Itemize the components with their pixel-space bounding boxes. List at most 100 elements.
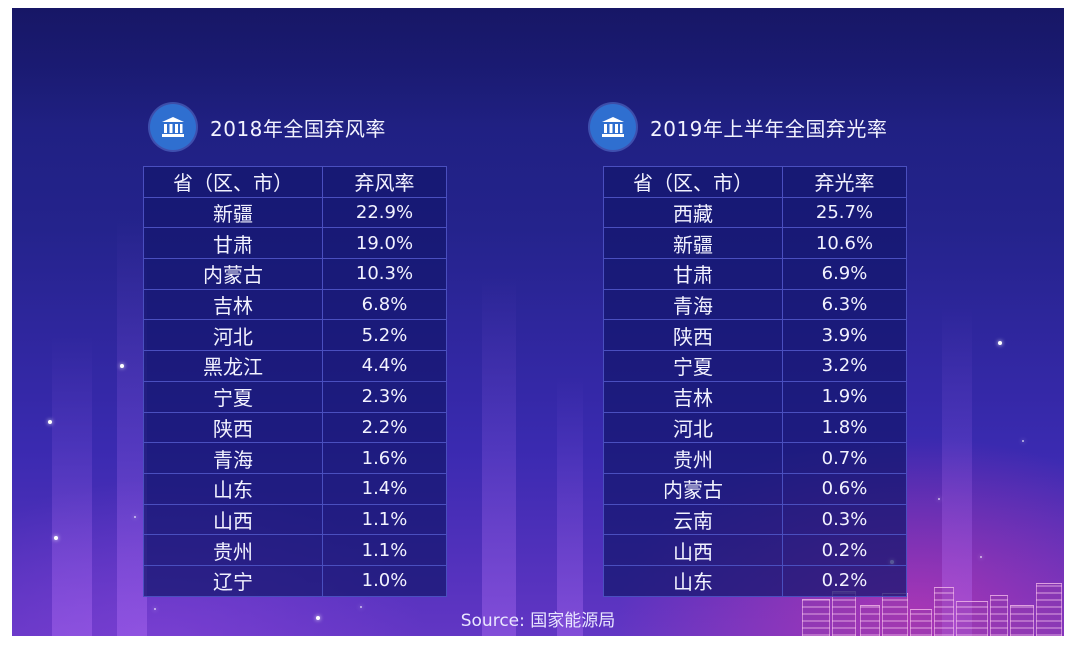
skyline-building: [934, 587, 954, 636]
column-header-rate: 弃风率: [322, 166, 447, 198]
table-row: 贵州 0.7%: [603, 442, 907, 474]
rate-cell: 1.0%: [322, 564, 447, 597]
table-header-row: 省（区、市） 弃光率: [603, 166, 907, 198]
rate-cell: 6.9%: [782, 258, 907, 290]
region-cell: 黑龙江: [143, 350, 323, 382]
star-dot: [48, 420, 52, 424]
column-header-region: 省（区、市）: [143, 166, 323, 198]
source-caption: Source: 国家能源局: [460, 611, 616, 631]
left-panel-title: 2018年全国弃风率: [210, 116, 386, 141]
star-dot: [980, 556, 982, 558]
region-cell: 甘肃: [143, 227, 323, 260]
table-row: 山东 0.2%: [603, 564, 907, 597]
infographic-frame: 2018年全国弃风率 省（区、市） 弃风率 新疆 22.9% 甘肃 19.0% 内蒙古 1…: [12, 8, 1064, 636]
table-row: 甘肃 19.0%: [143, 227, 447, 260]
region-cell: 内蒙古: [603, 472, 783, 505]
region-cell: 山东: [143, 472, 323, 505]
star-dot: [154, 608, 156, 610]
skyline-building: [1010, 605, 1034, 636]
column-header-region: 省（区、市）: [603, 166, 783, 198]
region-cell: 云南: [603, 503, 783, 536]
light-beam: [557, 376, 583, 636]
rate-cell: 0.2%: [782, 534, 907, 566]
rate-cell: 1.4%: [322, 472, 447, 505]
rate-cell: 3.9%: [782, 319, 907, 352]
region-cell: 陕西: [603, 319, 783, 352]
rate-cell: 5.2%: [322, 319, 447, 352]
rate-cell: 0.6%: [782, 472, 907, 505]
region-cell: 山西: [143, 503, 323, 536]
region-cell: 新疆: [603, 227, 783, 260]
skyline-building: [910, 609, 932, 636]
table-row: 新疆 22.9%: [143, 196, 447, 229]
table-row: 吉林 1.9%: [603, 380, 907, 413]
rate-cell: 0.7%: [782, 442, 907, 474]
star-dot: [360, 606, 362, 608]
skyline-building: [882, 593, 908, 636]
table-row: 陕西 2.2%: [143, 411, 447, 444]
table-row: 河北 1.8%: [603, 411, 907, 444]
rate-cell: 1.6%: [322, 442, 447, 474]
solar-curtailment-rows: 西藏 25.7% 新疆 10.6% 甘肃 6.9% 青海 6.3% 陕西 3.9% 宁夏 3.2% 吉林…: [603, 196, 907, 597]
rate-cell: 10.3%: [322, 258, 447, 290]
star-dot: [998, 341, 1002, 345]
light-beam: [482, 276, 516, 636]
rate-cell: 19.0%: [322, 227, 447, 260]
rate-cell: 6.3%: [782, 288, 907, 321]
table-row: 陕西 3.9%: [603, 319, 907, 352]
rate-cell: 1.8%: [782, 411, 907, 444]
table-row: 山东 1.4%: [143, 472, 447, 505]
table-row: 内蒙古 10.3%: [143, 258, 447, 290]
star-dot: [316, 616, 320, 620]
star-dot: [134, 516, 136, 518]
wind-curtailment-table: 省（区、市） 弃风率 新疆 22.9% 甘肃 19.0% 内蒙古 10.3% 吉林 6.8% 河…: [143, 166, 447, 597]
light-beam: [117, 216, 147, 636]
skyline-building: [860, 605, 880, 636]
right-panel-title: 2019年上半年全国弃光率: [650, 116, 888, 141]
skyline-building: [990, 595, 1008, 636]
region-cell: 宁夏: [143, 380, 323, 413]
skyline-building: [1036, 583, 1062, 636]
table-row: 青海 6.3%: [603, 288, 907, 321]
table-row: 宁夏 2.3%: [143, 380, 447, 413]
region-cell: 山西: [603, 534, 783, 566]
star-dot: [120, 364, 124, 368]
table-row: 贵州 1.1%: [143, 534, 447, 566]
table-row: 云南 0.3%: [603, 503, 907, 536]
table-row: 吉林 6.8%: [143, 288, 447, 321]
region-cell: 吉林: [143, 288, 323, 321]
star-dot: [54, 536, 58, 540]
region-cell: 贵州: [603, 442, 783, 474]
column-header-rate: 弃光率: [782, 166, 907, 198]
rate-cell: 10.6%: [782, 227, 907, 260]
region-cell: 甘肃: [603, 258, 783, 290]
light-beam: [942, 306, 972, 636]
region-cell: 宁夏: [603, 350, 783, 382]
table-row: 河北 5.2%: [143, 319, 447, 352]
region-cell: 贵州: [143, 534, 323, 566]
star-dot: [1022, 440, 1024, 442]
region-cell: 青海: [603, 288, 783, 321]
left-panel-title-row: 2018年全国弃风率: [150, 104, 386, 150]
rate-cell: 1.1%: [322, 534, 447, 566]
region-cell: 青海: [143, 442, 323, 474]
region-cell: 西藏: [603, 196, 783, 229]
star-dot: [938, 498, 940, 500]
table-row: 黑龙江 4.4%: [143, 350, 447, 382]
table-row: 山西 1.1%: [143, 503, 447, 536]
table-row: 新疆 10.6%: [603, 227, 907, 260]
rate-cell: 0.3%: [782, 503, 907, 536]
government-building-icon: [590, 104, 636, 150]
rate-cell: 22.9%: [322, 196, 447, 229]
table-row: 辽宁 1.0%: [143, 564, 447, 597]
government-building-icon: [150, 104, 196, 150]
skyline-building: [802, 599, 830, 636]
skyline-building: [956, 601, 988, 636]
table-row: 甘肃 6.9%: [603, 258, 907, 290]
region-cell: 吉林: [603, 380, 783, 413]
table-row: 西藏 25.7%: [603, 196, 907, 229]
region-cell: 陕西: [143, 411, 323, 444]
wind-curtailment-rows: 新疆 22.9% 甘肃 19.0% 内蒙古 10.3% 吉林 6.8% 河北 5.2% 黑龙江 4.4…: [143, 196, 447, 597]
region-cell: 河北: [143, 319, 323, 352]
rate-cell: 1.9%: [782, 380, 907, 413]
